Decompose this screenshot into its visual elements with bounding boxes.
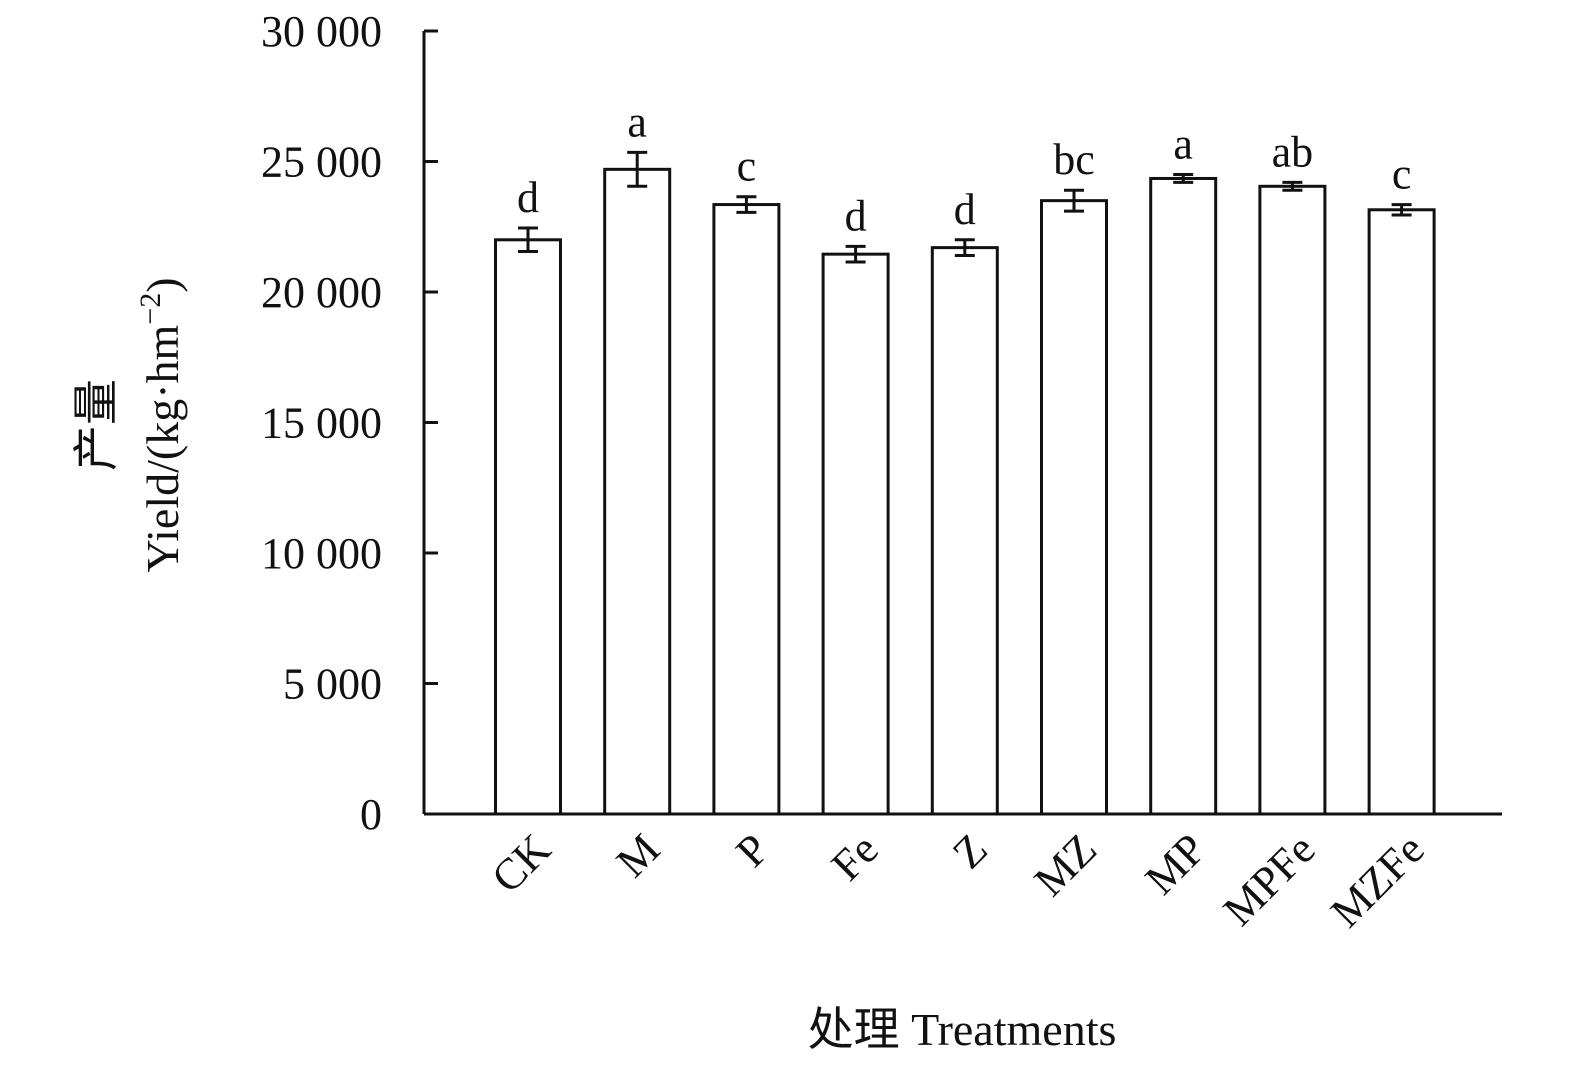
bar-mpfe — [1258, 184, 1327, 816]
x-tick-label-ck: CK — [482, 824, 560, 902]
x-tick-label-mzfe: MZFe — [1321, 824, 1433, 936]
bar-z — [930, 246, 999, 816]
bar-m — [603, 167, 672, 816]
significance-label-p: c — [737, 142, 757, 191]
significance-label-fe: d — [845, 191, 867, 240]
bars — [494, 167, 1436, 816]
x-tick-label-mpfe: MPFe — [1214, 824, 1325, 935]
significance-label-mpfe: ab — [1272, 127, 1314, 176]
significance-label-mzfe: c — [1392, 150, 1412, 199]
y-axis-title-cn: 产量 — [71, 379, 122, 471]
significance-label-z: d — [954, 185, 976, 234]
bar-ck — [494, 238, 562, 816]
y-axis: 0 5 000 10 000 15 000 20 000 25 000 30 000 — [261, 7, 438, 839]
y-axis-title-en-main: Yield/(kg·hm — [137, 324, 188, 572]
significance-labels: d a c d d bc a ab c — [517, 97, 1411, 240]
y-tick-label: 25 000 — [261, 138, 382, 187]
y-axis-title-en-sup: −2 — [134, 293, 167, 325]
y-tick-label: 10 000 — [261, 529, 382, 578]
x-tick-label-p: P — [727, 824, 779, 876]
significance-label-mz: bc — [1053, 135, 1095, 184]
bar-mzfe — [1367, 208, 1436, 816]
error-bars — [518, 150, 1412, 264]
y-tick-label: 15 000 — [261, 399, 382, 448]
x-tick-label-fe: Fe — [822, 824, 888, 890]
x-tick-label-m: M — [607, 824, 669, 886]
bar-fe — [821, 252, 890, 816]
bar-mz — [1040, 199, 1108, 816]
significance-label-m: a — [627, 97, 647, 146]
y-axis-title-en-end: ) — [137, 277, 188, 292]
x-tick-label-z: Z — [943, 824, 997, 878]
significance-label-ck: d — [517, 173, 539, 222]
x-tick-label-mp: MP — [1136, 824, 1216, 904]
bar-p — [712, 203, 781, 816]
y-tick-label: 30 000 — [261, 7, 382, 56]
y-tick-label: 0 — [360, 790, 382, 839]
x-axis-title: 处理 Treatments — [808, 1004, 1117, 1055]
bar-mp — [1149, 176, 1218, 816]
significance-label-mp: a — [1173, 120, 1193, 169]
x-tick-label-mz: MZ — [1025, 824, 1106, 905]
y-tick-label: 5 000 — [283, 660, 382, 709]
y-tick-label: 20 000 — [261, 268, 382, 317]
y-axis-title-en: Yield/(kg·hm−2) — [134, 277, 188, 572]
